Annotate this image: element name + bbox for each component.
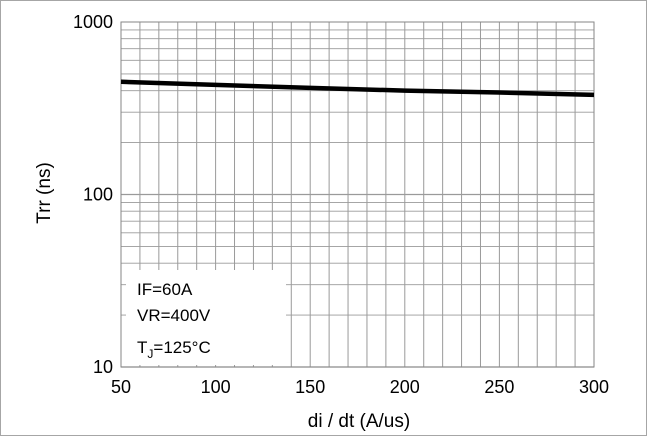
x-tick-label: 300 <box>579 377 609 397</box>
x-tick-label: 200 <box>390 377 420 397</box>
conditions-annotation: IF=60A VR=400V TJ=125°C <box>126 270 286 365</box>
x-tick-label: 100 <box>201 377 231 397</box>
series-layer <box>120 79 595 98</box>
series-line <box>120 79 595 98</box>
y-tick-label: 10 <box>93 357 113 377</box>
annotation-tj-subscript: J <box>147 347 153 361</box>
annotation-vr: VR=400V <box>137 306 211 325</box>
x-tick-label: 150 <box>295 377 325 397</box>
annotation-tj: TJ=125°C <box>137 338 211 361</box>
plot-area-border <box>120 21 595 368</box>
tick-labels: 50 100 150 200 250 300 10 100 1000 <box>73 12 609 397</box>
annotation-tj-value: =125°C <box>153 338 210 357</box>
y-tick-label: 100 <box>83 185 113 205</box>
annotation-if: IF=60A <box>137 280 193 299</box>
annotation-background <box>126 270 286 365</box>
x-axis-label: di / dt (A/us) <box>308 411 410 432</box>
y-tick-label: 1000 <box>73 12 113 32</box>
annotation-tj-symbol: T <box>137 338 147 357</box>
x-tick-label: 50 <box>111 377 131 397</box>
x-tick-label: 250 <box>484 377 514 397</box>
y-axis-label: Trr (ns) <box>34 162 55 224</box>
